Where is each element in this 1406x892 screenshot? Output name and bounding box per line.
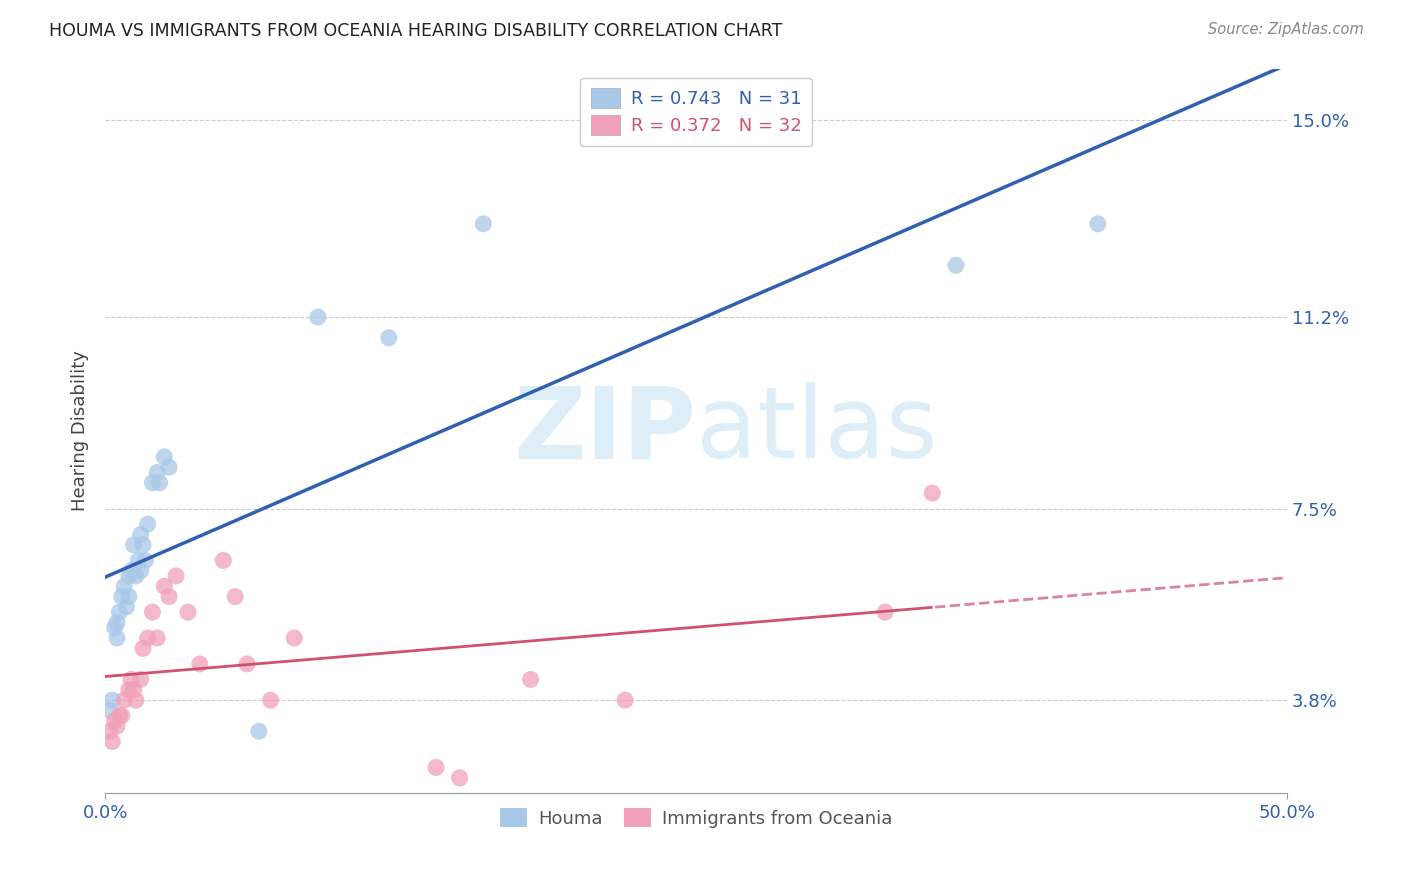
Point xyxy=(157,460,180,475)
Point xyxy=(449,771,471,785)
Point xyxy=(112,693,135,707)
Point xyxy=(519,673,541,687)
Point xyxy=(104,714,127,728)
Point xyxy=(259,693,281,707)
Point xyxy=(129,564,152,578)
Point xyxy=(875,605,897,619)
Point xyxy=(157,590,180,604)
Point xyxy=(112,579,135,593)
Point xyxy=(98,704,121,718)
Point xyxy=(125,693,148,707)
Point xyxy=(472,217,495,231)
Point xyxy=(127,553,149,567)
Point xyxy=(120,564,142,578)
Point xyxy=(98,724,121,739)
Point xyxy=(118,682,141,697)
Point xyxy=(108,708,131,723)
Point xyxy=(118,569,141,583)
Point xyxy=(153,579,176,593)
Legend: Houma, Immigrants from Oceania: Houma, Immigrants from Oceania xyxy=(492,801,900,835)
Point xyxy=(134,553,156,567)
Point xyxy=(132,641,155,656)
Point xyxy=(105,719,128,733)
Point xyxy=(247,724,270,739)
Point xyxy=(122,538,145,552)
Text: HOUMA VS IMMIGRANTS FROM OCEANIA HEARING DISABILITY CORRELATION CHART: HOUMA VS IMMIGRANTS FROM OCEANIA HEARING… xyxy=(49,22,783,40)
Point xyxy=(283,631,305,645)
Point xyxy=(177,605,200,619)
Point xyxy=(129,527,152,541)
Text: ZIP: ZIP xyxy=(513,383,696,479)
Point xyxy=(165,569,187,583)
Point xyxy=(118,590,141,604)
Point xyxy=(122,682,145,697)
Text: atlas: atlas xyxy=(696,383,938,479)
Point xyxy=(120,673,142,687)
Point xyxy=(153,450,176,464)
Point xyxy=(111,708,134,723)
Text: Source: ZipAtlas.com: Source: ZipAtlas.com xyxy=(1208,22,1364,37)
Point xyxy=(132,538,155,552)
Point xyxy=(188,657,211,671)
Point xyxy=(101,693,124,707)
Point xyxy=(141,605,163,619)
Point xyxy=(108,605,131,619)
Point xyxy=(307,310,329,324)
Point xyxy=(1087,217,1109,231)
Point xyxy=(125,569,148,583)
Point xyxy=(378,331,401,345)
Point xyxy=(105,631,128,645)
Point xyxy=(148,475,170,490)
Point xyxy=(614,693,637,707)
Point xyxy=(236,657,259,671)
Point xyxy=(146,466,169,480)
Point xyxy=(945,258,967,272)
Point xyxy=(141,475,163,490)
Point xyxy=(101,734,124,748)
Point xyxy=(104,621,127,635)
Point xyxy=(129,673,152,687)
Point xyxy=(136,631,159,645)
Y-axis label: Hearing Disability: Hearing Disability xyxy=(72,351,89,511)
Point xyxy=(111,590,134,604)
Point xyxy=(425,760,447,774)
Point xyxy=(146,631,169,645)
Point xyxy=(115,599,138,614)
Point xyxy=(921,486,943,500)
Point xyxy=(212,553,235,567)
Point xyxy=(136,517,159,532)
Point xyxy=(105,615,128,630)
Point xyxy=(224,590,246,604)
